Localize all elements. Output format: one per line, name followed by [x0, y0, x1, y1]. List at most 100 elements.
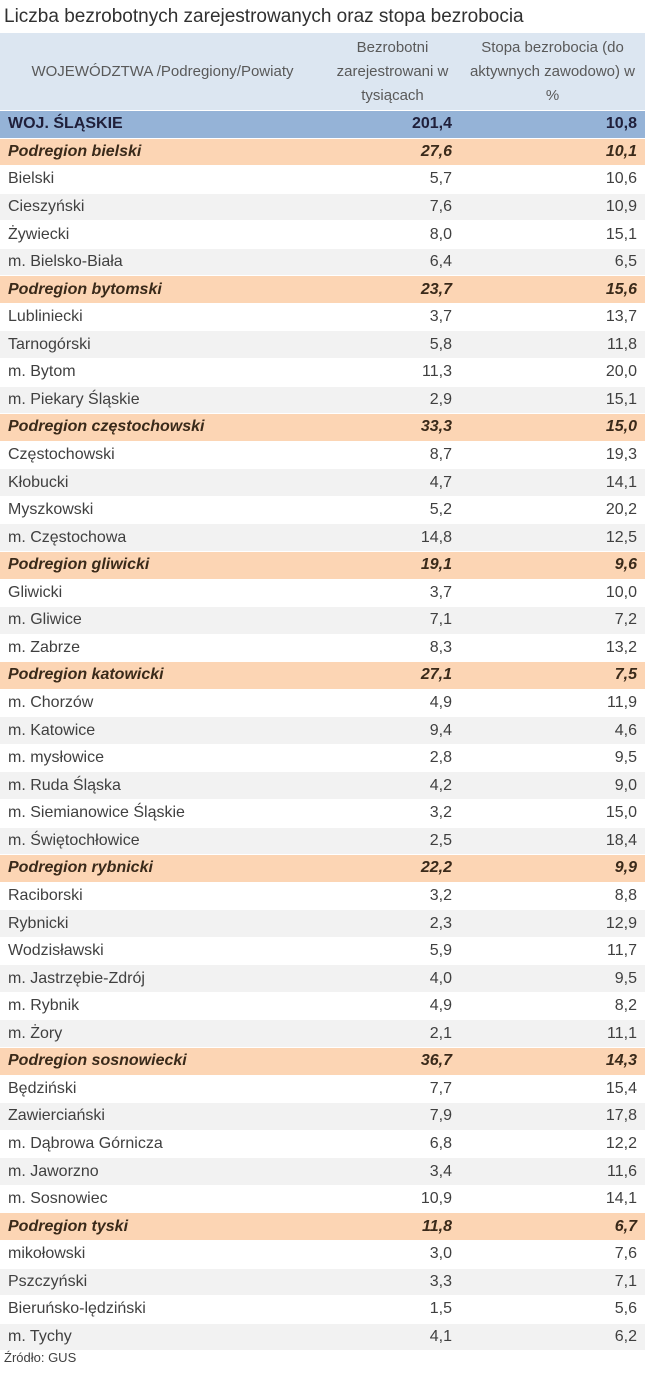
table-cell: 2,1 — [429, 1024, 452, 1042]
table-cell: m. Ruda Śląska — [8, 776, 121, 794]
header-cell: WOJEWÓDZTWA /Podregiony/Powiaty — [0, 33, 325, 110]
table-cell: m. Żory — [8, 1024, 63, 1042]
table-cell: 14,3 — [605, 1052, 637, 1070]
table-row: m. Jastrzębie-Zdrój 4,0 9,5 — [0, 964, 645, 992]
table-row: Pszczyński 3,3 7,1 — [0, 1267, 645, 1296]
table-cell: 6,8 — [429, 1134, 452, 1152]
table-cell: 15,0 — [605, 804, 637, 822]
table-cell: 10,9 — [420, 1190, 452, 1208]
table-cell: 4,0 — [429, 969, 452, 987]
table-cell: 12,5 — [605, 528, 637, 546]
table-row: m. Gliwice 7,1 7,2 — [0, 606, 645, 634]
table-cell: 3,0 — [429, 1245, 452, 1263]
table-cell: Myszkowski — [8, 501, 94, 519]
table-row: mikołowski 3,0 7,6 — [0, 1239, 645, 1268]
table-cell: m. Siemianowice Śląskie — [8, 804, 185, 822]
table-cell: 5,8 — [429, 335, 452, 353]
table-cell: Podregion bytomski — [8, 280, 162, 298]
table-cell: Bielski — [8, 170, 55, 188]
table-cell: 7,1 — [614, 1272, 637, 1290]
table-cell: 14,1 — [605, 473, 637, 491]
table-row: Podregion katowicki 27,1 7,5 — [0, 661, 645, 689]
table-cell: m. Katowice — [8, 721, 96, 739]
table-row: Żywiecki 8,0 15,1 — [0, 220, 645, 248]
table-cell: 11,6 — [607, 1162, 637, 1180]
table-cell: 9,4 — [429, 721, 452, 739]
table-cell: Podregion katowicki — [8, 666, 164, 684]
table-row: Wodzisławski 5,9 11,7 — [0, 936, 645, 965]
table-cell: 10,0 — [605, 583, 637, 601]
table-row: Bieruńsko-lędziński 1,5 5,6 — [0, 1295, 645, 1323]
table-row: m. Dąbrowa Górnicza 6,8 12,2 — [0, 1129, 645, 1158]
table-cell: Będziński — [8, 1079, 77, 1097]
table-row: m. Rybnik 4,9 8,2 — [0, 991, 645, 1020]
table-cell: 6,4 — [429, 253, 452, 271]
table-cell: 9,5 — [614, 969, 637, 987]
table-cell: 5,7 — [429, 170, 452, 188]
table-row: Podregion bytomski 23,7 15,6 — [0, 275, 645, 303]
title: Liczba bezrobotnych zarejestrowanych ora… — [4, 6, 524, 27]
table-row: m. Piekary Śląskie 2,9 15,1 — [0, 385, 645, 414]
table-cell: 11,7 — [607, 942, 637, 960]
table-cell: m. Jastrzębie-Zdrój — [8, 969, 145, 987]
table-cell: 14,8 — [420, 528, 452, 546]
table-cell: Raciborski — [8, 886, 83, 904]
table-row: Raciborski 3,2 8,8 — [0, 881, 645, 910]
table-cell: 15,1 — [605, 225, 637, 243]
table-cell: 2,9 — [429, 390, 452, 408]
table-row: Podregion sosnowiecki 36,7 14,3 — [0, 1047, 645, 1075]
table-cell: Podregion bielski — [8, 142, 142, 160]
table-cell: 33,3 — [420, 418, 452, 436]
table-row: WOJ. ŚLĄSKIE 201,4 10,8 — [0, 110, 645, 138]
table-cell: 2,8 — [429, 749, 452, 767]
table-cell: 19,1 — [420, 556, 452, 574]
table-cell: m. Zabrze — [8, 638, 81, 656]
table-cell: 4,7 — [429, 473, 452, 491]
table-cell: mikołowski — [8, 1245, 86, 1263]
table-row: m. Tychy 4,1 6,2 — [0, 1322, 645, 1351]
header-cell: Bezrobotni zarejestrowani w tysiącach — [325, 33, 460, 110]
table-cell: Pszczyński — [8, 1272, 88, 1290]
table-cell: 3,2 — [429, 804, 452, 822]
table-cell: Podregion rybnicki — [8, 859, 153, 877]
table-row: Podregion tyski 11,8 6,7 — [0, 1212, 645, 1240]
table-cell: m. Bielsko-Biała — [8, 253, 123, 271]
table-cell: 9,5 — [614, 749, 637, 767]
table-cell: 8,8 — [614, 886, 637, 904]
table-cell: 6,7 — [614, 1217, 637, 1235]
table-cell: 11,3 — [422, 363, 452, 381]
table-cell: 20,2 — [605, 501, 637, 519]
table-row: Myszkowski 5,2 20,2 — [0, 495, 645, 524]
table-cell: 15,1 — [605, 390, 637, 408]
table-cell: 8,7 — [429, 445, 452, 463]
table-cell: 4,1 — [429, 1327, 452, 1345]
table-row: Częstochowski 8,7 19,3 — [0, 440, 645, 469]
table-cell: 2,5 — [429, 831, 452, 849]
table-cell: m. Świętochłowice — [8, 831, 140, 849]
source: Źródło: GUS — [4, 1350, 77, 1365]
table-cell: m. Chorzów — [8, 694, 94, 712]
table-cell: Zawierciański — [8, 1107, 105, 1125]
table-cell: 1,5 — [429, 1300, 452, 1318]
table-row: m. Sosnowiec 10,9 14,1 — [0, 1184, 645, 1213]
table-cell: 6,5 — [614, 253, 637, 271]
table-cell: 12,2 — [605, 1134, 637, 1152]
table-cell: 8,0 — [429, 225, 452, 243]
table-cell: 19,3 — [605, 445, 637, 463]
table-row: Lubliniecki 3,7 13,7 — [0, 302, 645, 331]
table-row: Gliwicki 3,7 10,0 — [0, 578, 645, 607]
table-cell: 10,6 — [605, 170, 637, 188]
table-cell: 201,4 — [411, 115, 452, 133]
table-row: m. Jaworzno 3,4 11,6 — [0, 1157, 645, 1185]
table-cell: 2,3 — [429, 914, 452, 932]
table-cell: Tarnogórski — [8, 335, 91, 353]
table-cell: 17,8 — [605, 1107, 637, 1125]
table-cell: Rybnicki — [8, 914, 69, 932]
table-cell: 15,4 — [605, 1079, 637, 1097]
table-cell: 3,7 — [429, 583, 452, 601]
table-row: Kłobucki 4,7 14,1 — [0, 468, 645, 496]
table-cell: m. mysłowice — [8, 749, 105, 767]
table-cell: 4,9 — [429, 997, 452, 1015]
table-cell: 7,7 — [429, 1079, 452, 1097]
table-cell: 22,2 — [420, 859, 452, 877]
